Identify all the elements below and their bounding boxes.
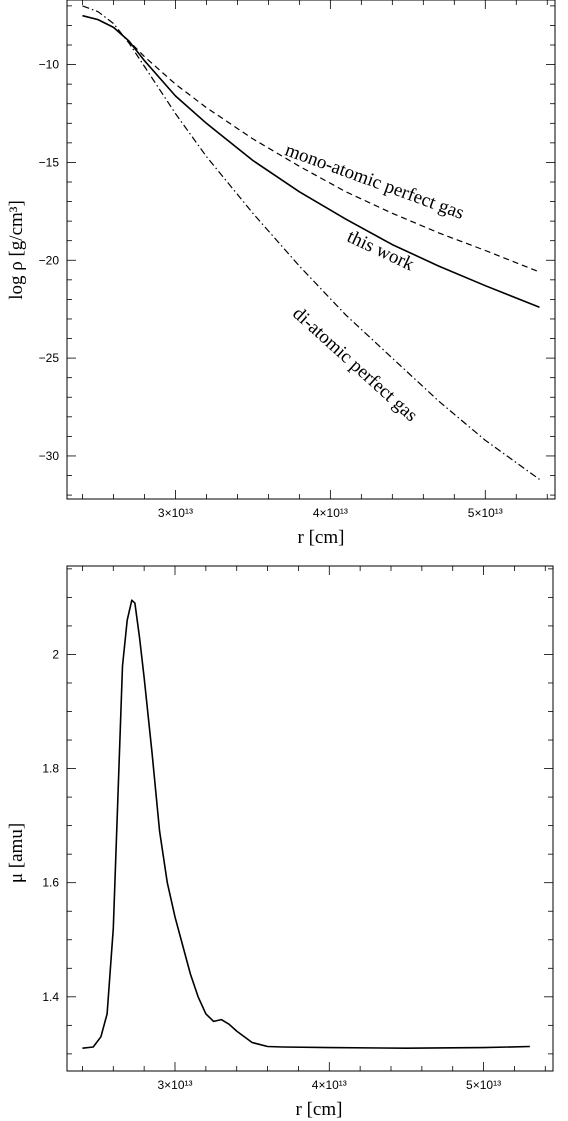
mu-curves (82, 599, 530, 1049)
density-chart: 3×10¹³ 4×10¹³ 5×10¹³ −10 −15 −20 −25 −30 mono-a… (6, 0, 556, 548)
mu-y-tick-label: 2 (52, 647, 59, 661)
mu-y-tick-label: 1.6 (42, 876, 59, 890)
density-y-tick-label: −10 (39, 58, 60, 72)
density-y-tick-label: −30 (39, 449, 60, 463)
mu-y-tick-label: 1.4 (42, 990, 59, 1004)
mu-y-axis-label: μ [amu] (6, 823, 27, 883)
curve-annotation-1: this work (344, 226, 418, 275)
density-x-tick-label: 5×10¹³ (468, 506, 503, 520)
density-y-tick-label: −15 (39, 155, 60, 169)
series-line-mono-atomic-perfect-gas (82, 15, 540, 273)
mu-plot-frame (66, 565, 554, 1072)
density-x-tick-label: 3×10¹³ (158, 506, 193, 520)
density-curves (82, 5, 540, 480)
mu-x-tick-label: 5×10¹³ (466, 1078, 501, 1092)
density-x-axis-label: r [cm] (298, 527, 345, 548)
series-line-di-atomic-perfect-gas (82, 5, 540, 480)
curve-annotation-2: di-atomic perfect gas (288, 303, 421, 426)
density-ticks: 3×10¹³ 4×10¹³ 5×10¹³ −10 −15 −20 −25 −30 (39, 0, 555, 520)
series-line-this-work (82, 14, 540, 308)
mu-x-tick-label: 4×10¹³ (312, 1078, 347, 1092)
density-y-tick-label: −25 (39, 351, 60, 365)
mu-y-tick-label: 1.8 (42, 762, 59, 776)
density-y-tick-label: −20 (39, 253, 60, 267)
mu-ticks: 3×10¹³ 4×10¹³ 5×10¹³ 1.4 1.6 1.8 2 (42, 566, 553, 1092)
density-x-tick-label: 4×10¹³ (313, 506, 348, 520)
molecular-weight-chart: 3×10¹³ 4×10¹³ 5×10¹³ 1.4 1.6 1.8 2 r [cm] μ [a… (6, 565, 554, 1120)
mu-x-tick-label: 3×10¹³ (157, 1078, 192, 1092)
series-line-mu (82, 599, 530, 1049)
mu-x-axis-label: r [cm] (296, 1099, 343, 1120)
density-plot-frame (66, 0, 556, 500)
density-y-axis-label: log ρ [g/cm³] (6, 200, 27, 300)
curve-annotation-0: mono-atomic perfect gas (282, 140, 467, 224)
